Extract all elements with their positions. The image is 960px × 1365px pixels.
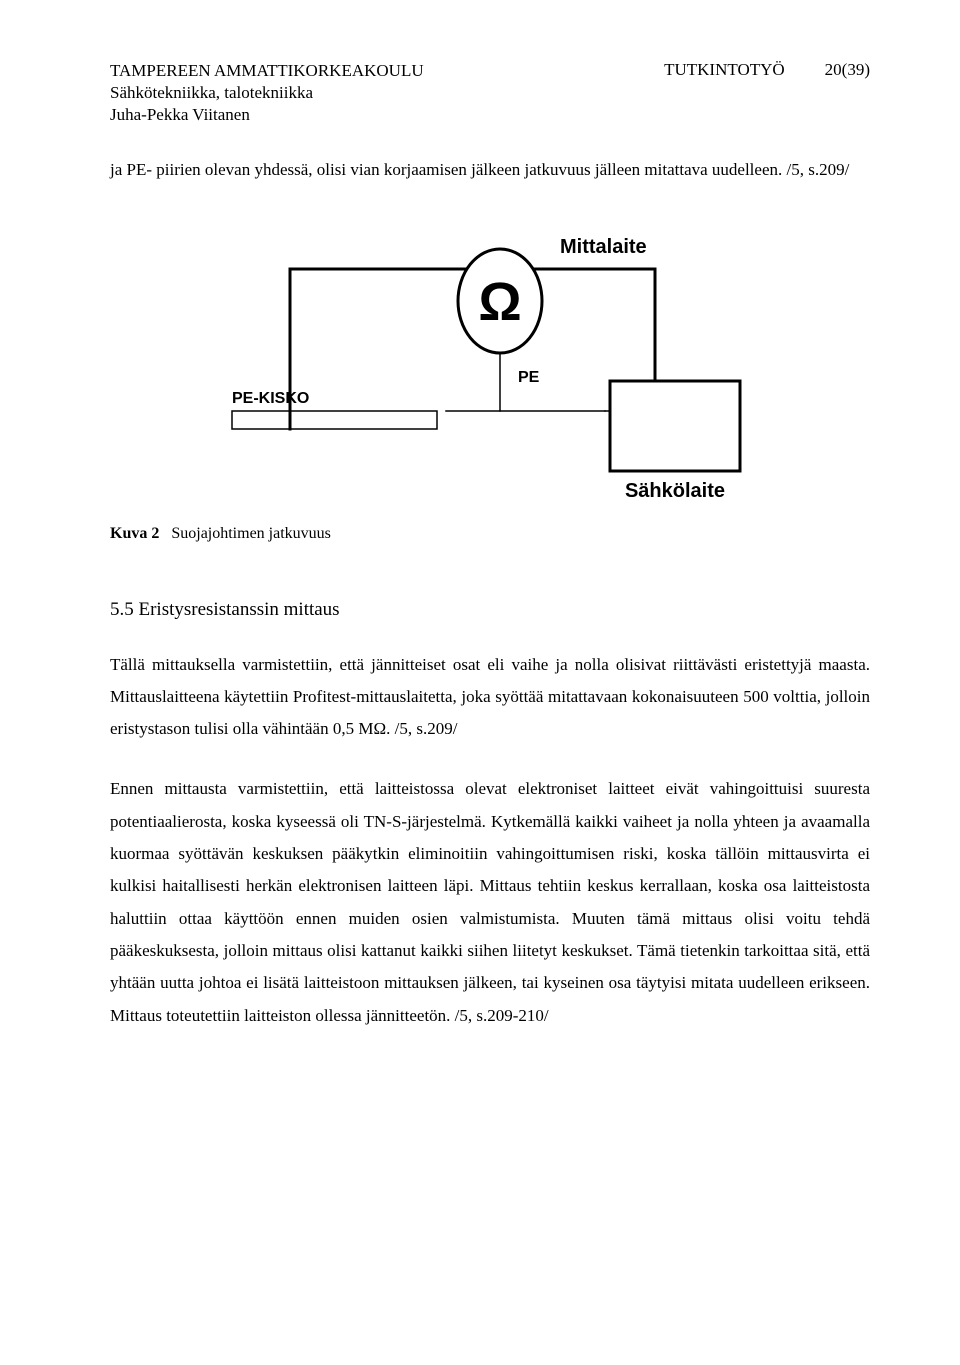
institution: TAMPEREEN AMMATTIKORKEAKOULU xyxy=(110,60,424,82)
circuit-diagram: Ω Mittalaite PE PE-KISKO Sähkölaite xyxy=(210,211,770,511)
intro-paragraph: ja PE- piirien olevan yhdessä, olisi via… xyxy=(110,154,870,186)
paragraph-1: Tällä mittauksella varmistettiin, että j… xyxy=(110,649,870,746)
svg-text:PE-KISKO: PE-KISKO xyxy=(232,390,309,407)
figure-2: Ω Mittalaite PE PE-KISKO Sähkölaite xyxy=(110,211,870,511)
section-number: 5.5 xyxy=(110,599,134,620)
svg-text:Mittalaite: Mittalaite xyxy=(560,236,647,258)
caption-prefix: Kuva 2 xyxy=(110,525,159,542)
doc-type: TUTKINTOTYÖ xyxy=(664,60,785,126)
author: Juha-Pekka Viitanen xyxy=(110,104,424,126)
figure-caption: Kuva 2 Suojajohtimen jatkuvuus xyxy=(110,525,870,543)
paragraph-2: Ennen mittausta varmistettiin, että lait… xyxy=(110,773,870,1031)
svg-text:PE: PE xyxy=(518,369,540,386)
section-heading: 5.5 Eristysresistanssin mittaus xyxy=(110,599,870,621)
svg-text:Ω: Ω xyxy=(478,271,521,331)
header-right: TUTKINTOTYÖ 20(39) xyxy=(664,60,870,126)
header-left: TAMPEREEN AMMATTIKORKEAKOULU Sähköteknii… xyxy=(110,60,424,126)
department: Sähkötekniikka, talotekniikka xyxy=(110,82,424,104)
svg-text:Sähkölaite: Sähkölaite xyxy=(625,480,725,502)
page-number: 20(39) xyxy=(825,60,870,126)
page: TAMPEREEN AMMATTIKORKEAKOULU Sähköteknii… xyxy=(0,0,960,1365)
section-title: Eristysresistanssin mittaus xyxy=(139,599,340,620)
page-header: TAMPEREEN AMMATTIKORKEAKOULU Sähköteknii… xyxy=(110,60,870,126)
caption-text: Suojajohtimen jatkuvuus xyxy=(171,525,331,542)
